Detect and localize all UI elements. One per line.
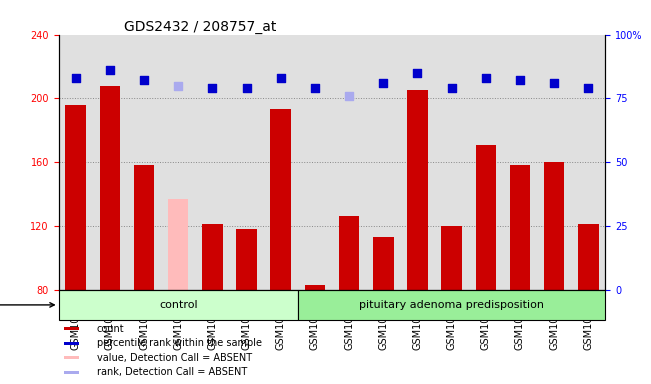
Point [480,75,491,81]
Bar [544,162,564,290]
Point [70,75,81,81]
FancyBboxPatch shape [64,327,79,330]
Text: pituitary adenoma predisposition: pituitary adenoma predisposition [359,300,544,310]
Point [139,78,149,84]
Point [344,93,354,99]
Bar [271,109,291,290]
Text: value, Detection Call = ABSENT: value, Detection Call = ABSENT [97,353,252,363]
FancyBboxPatch shape [64,356,79,359]
Point [207,85,217,91]
Bar [100,86,120,290]
Bar [408,90,428,290]
Point [105,67,115,73]
Bar [441,226,462,290]
Bar [202,224,223,290]
Text: rank, Detection Call = ABSENT: rank, Detection Call = ABSENT [97,367,247,377]
Text: disease state: disease state [0,300,54,310]
FancyBboxPatch shape [298,290,605,319]
Point [275,75,286,81]
Bar [134,165,154,290]
Bar [339,216,359,290]
Bar [168,199,189,290]
Bar [236,229,256,290]
Text: count: count [97,324,124,334]
Bar [65,105,86,290]
Text: percentile rank within the sample: percentile rank within the sample [97,338,262,348]
Point [583,85,594,91]
Bar [305,285,325,290]
Bar [475,144,496,290]
Bar [510,165,530,290]
Point [242,85,252,91]
Point [412,70,422,76]
FancyBboxPatch shape [64,371,79,374]
Point [173,83,184,89]
Bar [373,237,393,290]
Point [549,80,559,86]
Point [515,78,525,84]
Text: GDS2432 / 208757_at: GDS2432 / 208757_at [124,20,277,33]
Point [378,80,389,86]
Bar [578,224,598,290]
Text: control: control [159,300,197,310]
Point [310,85,320,91]
Point [447,85,457,91]
FancyBboxPatch shape [64,342,79,345]
FancyBboxPatch shape [59,290,298,319]
